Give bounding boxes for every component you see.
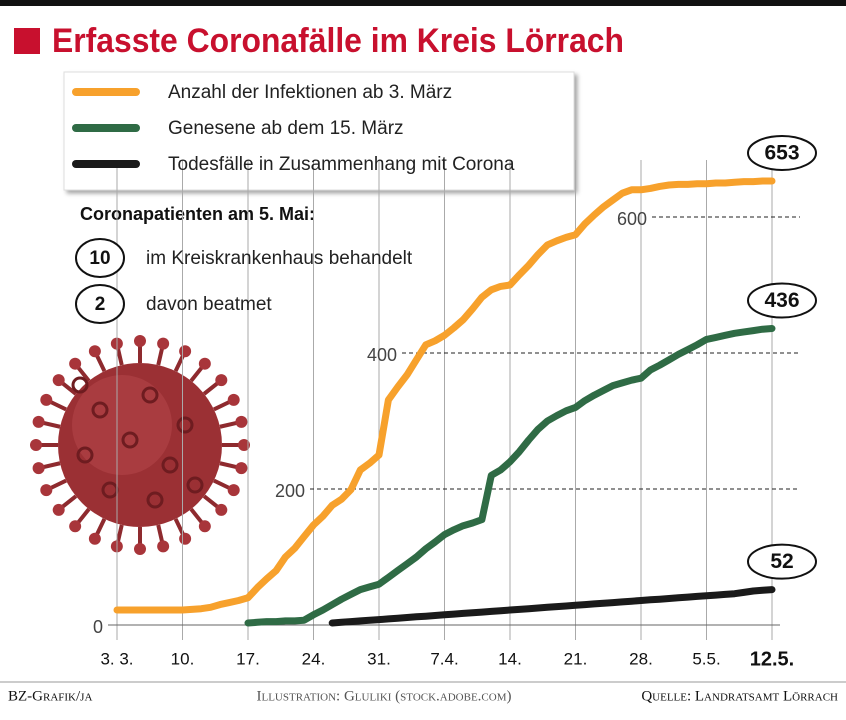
legend-label: Anzahl der Infektionen ab 3. März [168,82,452,103]
info-badge [75,238,125,278]
info-value: 10 [89,248,110,269]
virus-spike-tip [179,345,192,358]
virus-receptor [176,416,194,434]
virus-spike-tip [215,374,228,387]
virus-receptor [71,376,89,394]
virus-spike-tip [198,520,211,533]
y-tick-label: 0 [93,617,103,637]
chart-title: Erfasste Coronafälle im Kreis Lörrach [52,22,624,60]
virus-receptor [141,386,159,404]
value-bubble [747,543,817,580]
legend-box [63,71,575,191]
y-tick-label: 600 [617,209,647,229]
info-label: davon beatmet [146,294,272,315]
virus-spike-tip [69,520,82,533]
virus-spike-tip [198,357,211,370]
virus-spike-tip [157,540,170,553]
x-tick-label: 21. [564,649,588,668]
line [113,177,776,614]
virus-spike-tip [30,439,42,451]
info-badge [75,284,125,324]
title-marker [14,28,40,54]
virus-spike-tip [40,484,53,497]
credit: Illustration: Gluliki (stock.adobe.com) [256,688,511,704]
virus-shade [72,375,172,475]
virus-receptor [161,456,179,474]
info-value: 2 [95,294,106,315]
info-label: im Kreiskrankenhaus behandelt [146,248,413,269]
x-tick-label: 24. [302,649,326,668]
virus-spike-tip [69,357,82,370]
credit: Quelle: Landratsamt Lörrach [641,688,838,704]
top-bar [0,0,846,6]
line [328,586,776,627]
virus-spike-tip [215,503,228,516]
virus-receptor [146,491,164,509]
value-bubble [747,134,817,171]
virus-spike-tip [235,415,248,428]
virus-spike-tip [235,462,248,475]
x-tick-label: 14. [498,649,522,668]
value-bubble [747,282,817,319]
virus-receptor [121,431,139,449]
legend-label: Genesene ab dem 15. März [168,118,404,139]
y-tick-label: 400 [367,345,397,365]
virus-spike-tip [134,335,146,347]
virus-spike-tip [40,393,53,406]
virus-spike-tip [88,532,101,545]
virus-spike-tip [238,439,250,451]
virus-spike-tip [227,393,240,406]
virus-spike-tip [157,337,170,350]
virus-spike-tip [32,415,45,428]
virus-receptor [76,446,94,464]
virus-receptor [186,476,204,494]
x-tick-label: 7.4. [430,649,458,668]
virus-spike-tip [88,345,101,358]
x-tick-label: 17. [236,649,260,668]
x-tick-label: 12.5. [750,648,794,670]
legend-label: Todesfälle in Zusammenhang mit Corona [168,154,515,175]
credit: BZ-Grafik/ja [8,688,92,704]
virus-spike-tip [179,532,192,545]
virus-receptor [91,401,109,419]
info-heading: Coronapatienten am 5. Mai: [80,204,315,224]
virus-spike-tip [227,484,240,497]
x-tick-label: 31. [367,649,391,668]
x-tick-label: 28. [629,649,653,668]
value-label: 52 [770,550,793,573]
value-label: 653 [764,142,799,165]
virus-illustration [30,335,250,555]
value-label: 436 [764,289,799,312]
virus-spike-tip [52,503,65,516]
x-tick-label: 10. [171,649,195,668]
x-tick-label: 3. 3. [100,649,133,668]
virus-spike-tip [32,462,45,475]
line [244,325,776,627]
virus-spike-tip [134,543,146,555]
virus-spike-tip [52,374,65,387]
y-tick-label: 200 [275,481,305,501]
x-tick-label: 5.5. [692,649,720,668]
